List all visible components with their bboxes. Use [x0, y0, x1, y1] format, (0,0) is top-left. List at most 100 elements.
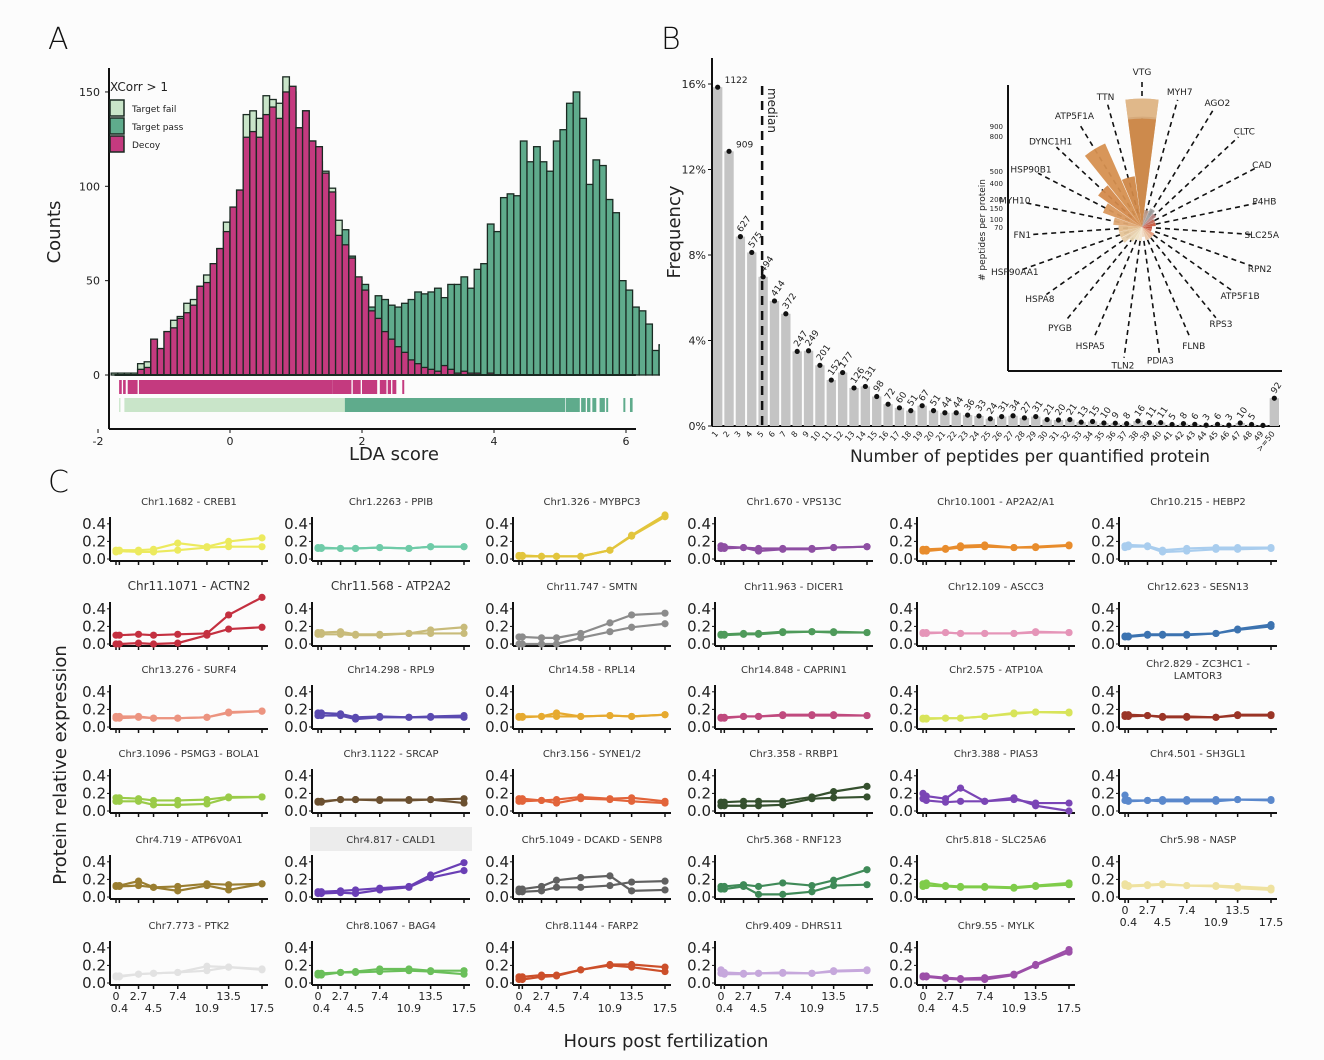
bar-point	[828, 377, 834, 383]
facet-panel: Chr4.817 - CALD1 0.00.20.4	[284, 827, 472, 906]
data-point	[1212, 797, 1220, 805]
facet-y-tick-label: 0.2	[284, 784, 308, 802]
y-axis-title: Frequency	[664, 185, 685, 278]
inset-wedge	[1121, 176, 1142, 227]
facet-y-tick-label: 0.0	[687, 802, 711, 820]
data-point	[537, 887, 546, 895]
data-point	[606, 872, 614, 880]
bar	[735, 236, 746, 426]
data-point	[405, 796, 413, 805]
facet-x-tick-label: 4.5	[347, 1002, 365, 1015]
facet-title: Chr11.1071 - ACTN2	[128, 579, 251, 593]
facet-title: Chr1.1682 - CREB1	[141, 497, 237, 508]
data-point	[405, 713, 413, 721]
facet-x-tick-label: 0	[1122, 904, 1129, 917]
bar	[803, 350, 814, 426]
bar	[792, 351, 802, 426]
facet-y-tick-label: 0.0	[889, 635, 913, 653]
data-point	[258, 593, 266, 601]
data-point	[427, 713, 435, 721]
facet-x-tick-label: 13.5	[216, 990, 241, 1003]
facet-y-tick-label: 0.2	[485, 617, 509, 635]
facet-x-tick-label: 13.5	[1225, 904, 1250, 917]
data-point	[779, 711, 787, 720]
bar-point	[1271, 395, 1277, 401]
facet-y-tick-label: 0.0	[485, 550, 509, 568]
facet-x-tick-label: 0	[516, 990, 523, 1003]
facet-y-tick-label: 0.4	[889, 767, 913, 785]
inset-wedge	[1142, 227, 1145, 237]
inset-protein-label: FLNB	[1182, 342, 1205, 352]
data-point	[830, 543, 838, 552]
facet-y-tick-label: 0.2	[485, 870, 509, 888]
facet-x-tick-label: 2.7	[332, 990, 350, 1003]
data-point	[1267, 711, 1275, 720]
y-tick-label: 100	[79, 180, 100, 193]
y-tick-label: 0%	[689, 420, 706, 433]
rug-target-pass	[344, 398, 566, 412]
inset-spoke	[1150, 237, 1217, 319]
facet-x-tick-label: 7.4	[371, 990, 389, 1003]
data-point	[552, 552, 561, 560]
inset-spoke	[1155, 202, 1257, 225]
facet-y-tick-label: 0.0	[284, 550, 308, 568]
inset-protein-label: DYNC1H1	[1029, 138, 1072, 148]
data-point	[830, 628, 838, 637]
data-point	[258, 623, 266, 631]
data-point	[552, 640, 561, 648]
facet-title: Chr14.848 - CAPRIN1	[741, 665, 847, 676]
facet-strip-highlight	[310, 827, 472, 851]
inset-r-tick-label: 800	[990, 133, 1003, 141]
facet-x-tick-label: 17.5	[855, 1002, 880, 1015]
facet-y-tick-label: 0.0	[1091, 635, 1115, 653]
inset-wedge-vtg-inner	[1127, 118, 1157, 227]
data-point	[149, 883, 158, 891]
data-point	[174, 639, 182, 647]
data-point	[351, 795, 360, 804]
bar-point	[794, 348, 800, 355]
panel-letter-a: A	[48, 22, 69, 57]
data-point	[317, 544, 325, 553]
inset-protein-label: VTG	[1133, 68, 1152, 78]
facet-x-tick-label: 2.7	[130, 990, 148, 1003]
data-point	[1183, 631, 1191, 639]
facet-y-tick-label: 0.0	[1091, 802, 1115, 820]
bar-point	[1237, 420, 1243, 426]
data-point	[1212, 882, 1220, 891]
data-point	[1234, 884, 1242, 892]
data-point	[460, 543, 468, 551]
data-point	[739, 970, 748, 978]
inset-wedge	[1098, 185, 1142, 227]
data-point	[317, 711, 325, 720]
data-point	[577, 795, 585, 803]
data-point	[174, 968, 182, 977]
inset-spoke	[1064, 237, 1134, 323]
facet-panel: Chr3.358 - RRBP1 0.00.20.4	[687, 749, 873, 820]
inset-r-tick-label: 100	[990, 216, 1003, 224]
facet-x-tick-label: 13.5	[418, 990, 443, 1003]
facet-x-tick-label: 17.5	[1057, 1002, 1082, 1015]
data-point	[1234, 711, 1242, 720]
data-point	[134, 713, 143, 721]
facet-panel: Chr1.670 - VPS13C 0.00.20.4	[687, 497, 873, 568]
data-point	[336, 968, 345, 977]
data-point	[830, 876, 838, 884]
data-point	[1065, 948, 1073, 956]
bar-point	[1044, 416, 1050, 423]
data-point	[1143, 796, 1152, 805]
data-point	[1158, 797, 1167, 805]
inset-wedge	[1084, 143, 1142, 227]
facet-title: Chr4.719 - ATP6V0A1	[136, 835, 243, 846]
facet-panel: Chr14.298 - RPL9 0.00.20.4	[284, 665, 470, 736]
facet-y-tick-label: 0.2	[82, 956, 106, 974]
data-point	[941, 798, 950, 806]
data-point	[1267, 886, 1275, 894]
data-point	[1065, 542, 1073, 550]
data-point	[754, 969, 763, 977]
facet-x-tick-label: 10.9	[1002, 1002, 1027, 1015]
facet-panel: Chr3.1122 - SRCAP 0.00.20.4	[284, 749, 470, 820]
data-point	[661, 886, 669, 894]
facet-y-tick-label: 0.0	[889, 888, 913, 906]
data-point	[537, 552, 546, 560]
